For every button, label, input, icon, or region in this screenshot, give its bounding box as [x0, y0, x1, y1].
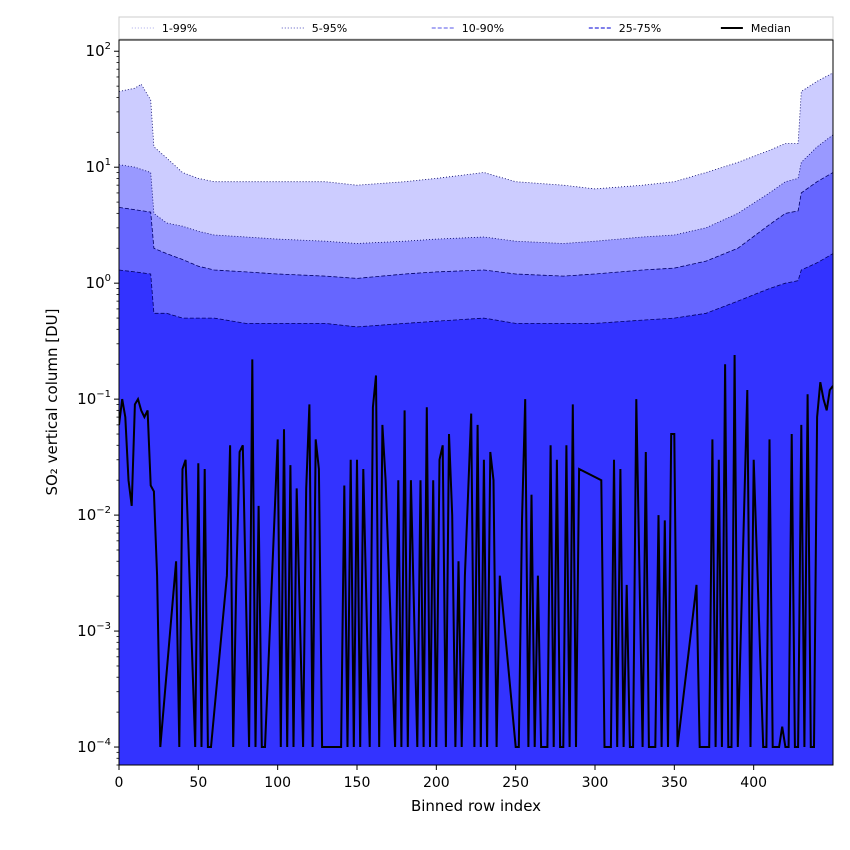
legend-label: 25-75% — [619, 22, 661, 35]
y-axis: 10−4 10−3 10−2 10−1 100 101 102 — [77, 41, 119, 766]
legend-label: 1-99% — [162, 22, 197, 35]
x-tick-label: 350 — [661, 775, 688, 791]
x-axis: 0 50 100 150 200 250 300 350 400 — [115, 765, 767, 791]
y-tick-label: 10−4 — [77, 737, 111, 756]
x-tick-label: 200 — [423, 775, 450, 791]
plot-frame — [118, 39, 834, 766]
y-tick-label: 102 — [86, 41, 111, 60]
legend-frame — [118, 16, 834, 40]
x-tick-label: 100 — [264, 775, 291, 791]
median-layer — [119, 354, 833, 748]
x-tick-label: 250 — [502, 775, 529, 791]
y-axis-label: SO₂ vertical column [DU] — [43, 308, 61, 495]
band-10-90%-edge — [119, 172, 833, 279]
y-tick-label: 100 — [86, 273, 111, 292]
y-tick-label: 10−2 — [77, 505, 111, 524]
y-tick-label: 101 — [86, 157, 111, 176]
x-axis-label: Binned row index — [411, 797, 541, 815]
y-tick-label: 10−3 — [77, 621, 111, 640]
legend: 1-99% 5-95% 10-90% 25-75% Median — [118, 16, 834, 40]
band-1-99%-edge — [119, 72, 833, 190]
median-line — [119, 354, 833, 748]
band-5-95%-edge — [119, 134, 833, 244]
x-tick-label: 50 — [189, 775, 207, 791]
y-tick-label: 10−1 — [77, 389, 111, 408]
x-tick-label: 300 — [582, 775, 609, 791]
x-tick-label: 400 — [740, 775, 767, 791]
legend-label: Median — [751, 22, 791, 35]
x-tick-label: 150 — [344, 775, 371, 791]
legend-label: 10-90% — [462, 22, 504, 35]
legend-label: 5-95% — [312, 22, 347, 35]
band-25-75%-edge — [119, 253, 833, 328]
x-tick-label: 0 — [115, 775, 124, 791]
